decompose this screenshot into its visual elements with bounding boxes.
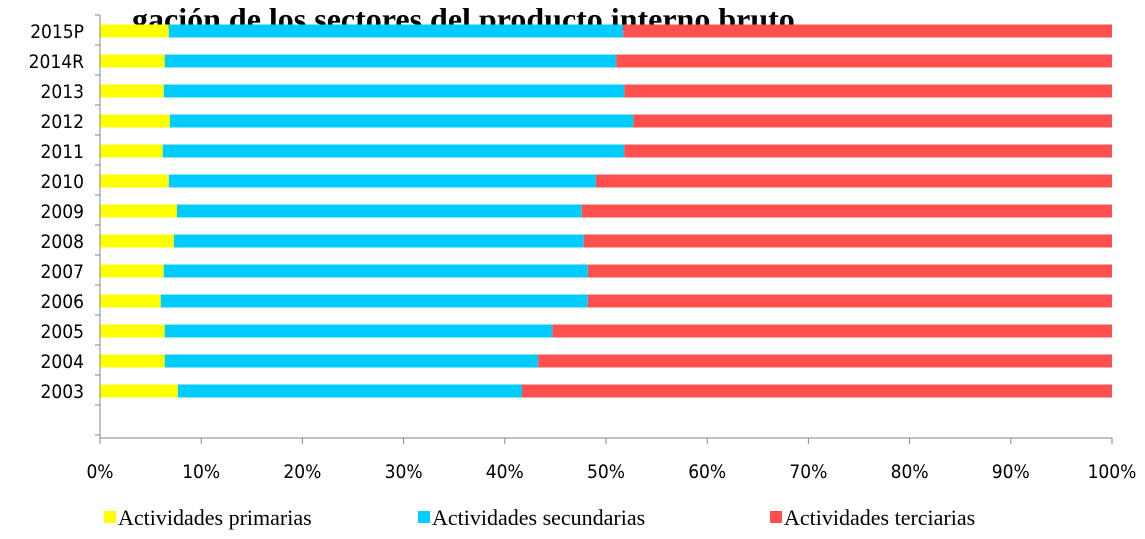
bar-segment-1-2006 — [100, 294, 161, 308]
bar-segment-2-2004 — [164, 354, 539, 368]
bar-segment-2-2006 — [160, 294, 588, 308]
bar-segment-2-2013 — [163, 84, 625, 98]
x-tick-label: 80% — [891, 461, 929, 483]
bar-segment-3-2003 — [522, 384, 1112, 398]
y-tick-label: 2009 — [41, 201, 85, 223]
legend-label-3: Actividades terciarias — [784, 505, 975, 530]
legend-label-2: Actividades secundarias — [432, 505, 645, 530]
y-tick-label: 2014R — [29, 51, 84, 73]
y-tick-label: 2003 — [41, 381, 85, 403]
legend-swatch-3 — [770, 511, 782, 523]
bar-segment-1-2010 — [100, 174, 169, 188]
bar-segment-3-2015P — [623, 24, 1112, 38]
bars-group — [100, 24, 1112, 398]
bar-segment-1-2009 — [100, 204, 177, 218]
bar-segment-2-2014R — [164, 54, 617, 68]
bar-segment-2-2012 — [169, 114, 634, 128]
bar-segment-3-2011 — [624, 144, 1112, 158]
bar-segment-3-2013 — [624, 84, 1112, 98]
bar-segment-2-2011 — [162, 144, 625, 158]
x-tick-label: 90% — [992, 461, 1030, 483]
x-tick-label: 30% — [385, 461, 423, 483]
bar-segment-1-2012 — [100, 114, 170, 128]
bar-segment-2-2015P — [168, 24, 624, 38]
y-tick-label: 2015P — [30, 21, 84, 43]
bar-segment-1-2003 — [100, 384, 178, 398]
y-tick-label: 2011 — [41, 141, 85, 163]
bar-segment-2-2009 — [176, 204, 582, 218]
bar-segment-1-2014R — [100, 54, 165, 68]
y-tick-label: 2013 — [41, 81, 85, 103]
y-tick-label: 2012 — [41, 111, 85, 133]
bar-segment-3-2005 — [552, 324, 1112, 338]
y-tick-label: 2005 — [41, 321, 85, 343]
bar-segment-2-2008 — [173, 234, 584, 248]
bar-segment-1-2008 — [100, 234, 174, 248]
bar-segment-1-2005 — [100, 324, 165, 338]
y-tick-label: 2007 — [41, 261, 85, 283]
bar-segment-2-2005 — [164, 324, 553, 338]
legend: Actividades primarias Actividades secunda… — [104, 505, 975, 530]
bar-segment-3-2006 — [587, 294, 1112, 308]
axes-group: 2015P 2014R 2013 2012 2011 2010 2009 2008 2007 20… — [29, 14, 1137, 483]
bar-segment-1-2013 — [100, 84, 164, 98]
x-tick-label: 50% — [587, 461, 625, 483]
bar-segment-1-2015P — [100, 24, 169, 38]
bar-segment-3-2007 — [587, 264, 1112, 278]
x-tick-label: 10% — [182, 461, 220, 483]
bar-segment-2-2010 — [168, 174, 596, 188]
bar-segment-1-2007 — [100, 264, 164, 278]
bar-segment-3-2014R — [616, 54, 1112, 68]
bar-segment-2-2003 — [177, 384, 523, 398]
legend-swatch-2 — [418, 511, 430, 523]
x-tick-label: 60% — [688, 461, 726, 483]
x-tick-label: 0% — [86, 461, 113, 483]
x-tick-label: 40% — [486, 461, 524, 483]
bar-segment-3-2009 — [581, 204, 1112, 218]
y-tick-label: 2004 — [41, 351, 85, 373]
bar-segment-2-2007 — [163, 264, 588, 278]
bar-segment-3-2004 — [538, 354, 1112, 368]
bar-segment-1-2011 — [100, 144, 163, 158]
x-tick-label: 70% — [789, 461, 827, 483]
legend-label-1: Actividades primarias — [118, 505, 312, 530]
legend-swatch-1 — [104, 511, 116, 523]
y-tick-label: 2010 — [41, 171, 85, 193]
bar-segment-3-2008 — [583, 234, 1112, 248]
y-tick-label: 2006 — [41, 291, 85, 313]
bar-segment-3-2012 — [633, 114, 1112, 128]
bar-segment-3-2010 — [595, 174, 1112, 188]
y-tick-label: 2008 — [41, 231, 85, 253]
x-tick-label: 20% — [283, 461, 321, 483]
x-tick-label: 100% — [1088, 461, 1137, 483]
bar-segment-1-2004 — [100, 354, 165, 368]
